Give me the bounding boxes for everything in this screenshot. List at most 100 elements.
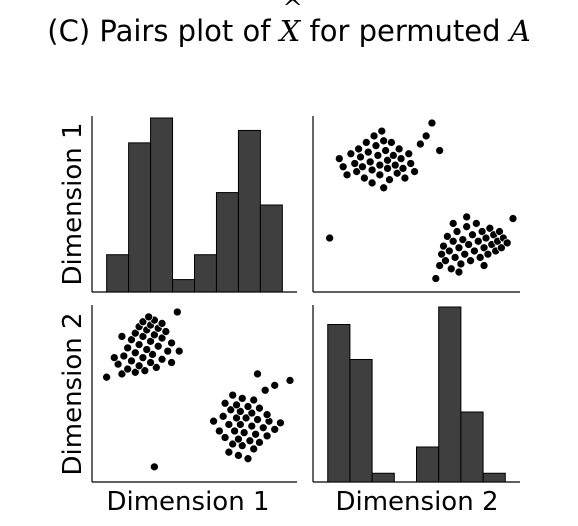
panel-d2-vs-d1-point (454, 267, 464, 277)
panel-d1-vs-d2-point (218, 411, 228, 421)
panel-d1-hist-bar (128, 142, 152, 293)
title-middle: for permuted (300, 14, 510, 48)
panel-d1-vs-d2-point (214, 426, 224, 436)
panel-d2-vs-d1-point (379, 183, 389, 193)
panel-d2-vs-d1-point (495, 227, 504, 236)
title-hat-accent: ^ (282, 0, 303, 22)
panel-d1-vs-d2-point (270, 381, 280, 390)
panel-d1-vs-d2-point (234, 434, 243, 444)
panel-d1-vs-d2-point (146, 336, 155, 346)
panel-d1-vs-d2-point (157, 354, 167, 364)
panel-d1-vs-d2-point (245, 436, 255, 446)
panel-d1-vs-d2-point (134, 361, 144, 371)
panel-d2-vs-d1-point (481, 233, 491, 243)
panel-d2-vs-d1-point (383, 164, 392, 173)
panel-d2-vs-d1-point (375, 160, 385, 170)
panel-d1-vs-d2-point (123, 364, 133, 374)
panel-d2-vs-d1-point (392, 168, 402, 178)
panel-d1-vs-d2-point (148, 350, 157, 359)
panel-d1-vs-d2-point (239, 428, 249, 437)
panel-d2-vs-d1-point (360, 173, 369, 183)
panel-d1-vs-d2-point (102, 372, 111, 382)
panel-d1-vs-d2-point (150, 462, 159, 472)
panel-d1-vs-d2-point (249, 395, 259, 405)
panel-d1-vs-d2-point (167, 358, 176, 367)
panel-d1-vs-d2-point (209, 416, 218, 426)
panel-d1-vs-d2-point (167, 338, 176, 348)
panel-d1-vs-d2-point (144, 312, 154, 322)
panel-d1-vs-d2-point (234, 451, 243, 460)
panel-d2-vs-d1-point (385, 175, 394, 185)
panel-d1-vs-d2-point (146, 358, 155, 367)
panel-d2-vs-d1-point (437, 249, 446, 259)
panel-d1-vs-d2-point (276, 418, 285, 428)
panel-d1-hist-bar (215, 192, 239, 293)
panel-d1-vs-d2-point (262, 410, 272, 420)
panel-d2-vs-d1-point (427, 118, 437, 128)
panel-d2-hist-bar (371, 472, 395, 483)
panel-d2-vs-d1-point (363, 147, 373, 157)
panel-d1-vs-d2-point (138, 332, 148, 341)
panel-d2-vs-d1-point (369, 131, 379, 141)
panel-d2-vs-d1-point (441, 256, 450, 266)
panel-d1-vs-d2-point (123, 343, 133, 353)
panel-d2-vs-d1-point (421, 131, 431, 141)
panel-d2-vs-d1-point (358, 162, 367, 172)
panel-d1-vs-d2-point (113, 359, 123, 369)
panel-d2-vs-d1-point (446, 264, 456, 274)
panel-d2-vs-d1-point (479, 261, 489, 270)
panel-d2-vs-d1-point (462, 222, 472, 232)
panel-d2-vs-d1-point (387, 138, 396, 147)
panel-d2-vs-d1-point (454, 243, 464, 253)
panel-d1-vs-d2-point (232, 400, 241, 410)
panel-d1-vs-d2-point (258, 423, 268, 433)
panel-d1-vs-d2-point (119, 351, 129, 361)
panel-d2-hist-bar (482, 472, 506, 483)
panel-d2-vs-d1-point (404, 149, 414, 159)
panel-d2-vs-d1-point (468, 230, 477, 240)
row1-ylabel: Dimension 1 (58, 122, 88, 285)
panel-d1-vs-d2-point (153, 341, 163, 351)
panel-d1-vs-d2-point (130, 348, 140, 358)
panels-layer (91, 116, 520, 483)
panel-d1-vs-d2-point (130, 367, 140, 377)
panel-d2-vs-d1-point (350, 159, 360, 168)
panel-d2-vs-d1-point (435, 261, 445, 270)
panel-d2-vs-d1-point (388, 151, 398, 160)
panel-d1-vs-d2-point (243, 402, 253, 411)
panel-d2-vs-d1-point (346, 149, 356, 159)
panel-d2-vs-d1-point (485, 223, 495, 233)
panel-d2-vs-d1-point (477, 227, 487, 236)
panel-d1-vs-d2-point (253, 415, 262, 424)
panel-d1-vs-d2-point (127, 335, 136, 345)
panel-d1-vs-d2-point (220, 398, 230, 408)
panel-d1-vs-d2-point (243, 454, 253, 464)
panel-d1-vs-d2-point (130, 328, 140, 338)
panel-d2-hist-bar (349, 359, 373, 483)
panel-d2-vs-d1-point (460, 249, 470, 259)
panel-d1-vs-d2-point (247, 408, 257, 418)
panel-d1-vs-d2-point (220, 433, 230, 442)
panel-d2-vs-d1-point (361, 138, 371, 147)
panel-d2-vs-d1-point (471, 219, 481, 228)
panel-d1-vs-d2-point (109, 353, 119, 362)
panel-d1-vs-d2-point (235, 407, 245, 416)
panel-d2-vs-d1-point (373, 151, 383, 160)
row2-ylabel: Dimension 2 (58, 312, 88, 475)
panel-d2-vs-d1-point (398, 164, 408, 173)
panel-d1-vs-d2-point (224, 420, 234, 429)
panel-d1-vs-d2-point (161, 327, 171, 336)
panel-d2-vs-d1-point (448, 219, 458, 228)
panel-d2-vs-d1-point (394, 144, 404, 154)
panel-d1-vs-d2-point (138, 353, 148, 362)
title-a-symbol: A (509, 14, 531, 48)
panel-d1-hist-bar (194, 254, 217, 293)
panel-d2-vs-d1-point (379, 136, 389, 146)
panel-d2-hist-bar (438, 306, 462, 483)
panel-d2-vs-d1-point (431, 274, 441, 283)
panel-d1-hist-bar (106, 254, 130, 293)
panel-d2-hist-bar (460, 411, 484, 483)
panel-d2-hist-bar (327, 324, 351, 483)
panel-d2-vs-d1-point (375, 170, 385, 180)
